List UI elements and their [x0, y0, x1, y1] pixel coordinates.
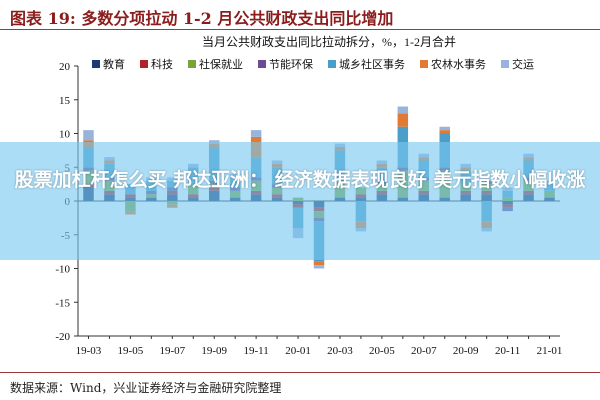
- legend-label-0: 教育: [103, 57, 125, 71]
- bar-19-03-series-6: [83, 130, 94, 141]
- legend-label-4: 城乡社区事务: [339, 57, 405, 71]
- bar-20-07-series-6: [397, 106, 409, 114]
- bar-19-09-series-6: [208, 140, 220, 144]
- x-tick-label-11: 21-01: [537, 345, 563, 357]
- legend-swatch-2: [188, 60, 196, 68]
- chart-title: 当月公共财政支出同比拉动拆分，%，1-2月合并: [202, 34, 456, 49]
- x-tick-label-4: 19-11: [243, 345, 268, 357]
- bar-20-09-series-6: [439, 126, 450, 131]
- bar-19-11-series-6: [250, 130, 262, 137]
- headline-banner: 股票加杠杆怎么买 邦达亚洲： 经济数据表现良好 美元指数小幅收涨: [0, 142, 600, 260]
- bar-20-09-series-5: [439, 130, 450, 134]
- x-tick-label-7: 20-05: [369, 345, 395, 357]
- x-tick-label-1: 19-05: [118, 345, 144, 357]
- y-tick-label-0: 20: [59, 61, 71, 73]
- figure-title: 图表 19: 多数分项拉动 1-2 月公共财政支出同比增加: [10, 9, 394, 28]
- x-tick-label-2: 19-07: [159, 345, 185, 357]
- bar-20-03-series-5: [313, 261, 325, 266]
- legend-label-6: 交运: [512, 57, 534, 71]
- bar-20-07-series-5: [397, 113, 409, 127]
- data-source-note: 数据来源：Wind，兴业证券经济与金融研究院整理: [10, 381, 282, 395]
- legend-label-2: 社保就业: [199, 57, 243, 71]
- bar-20-03-series-6: [313, 265, 325, 269]
- x-tick-label-9: 20-09: [453, 345, 479, 357]
- legend-swatch-5: [420, 60, 428, 68]
- legend-label-1: 科技: [151, 57, 173, 71]
- legend-label-3: 节能环保: [269, 57, 313, 71]
- legend-label-5: 农林水事务: [431, 57, 486, 71]
- figure-footer: 数据来源：Wind，兴业证券经济与金融研究院整理: [0, 372, 600, 400]
- y-tick-label-6: -10: [55, 264, 70, 276]
- x-tick-label-8: 20-07: [411, 345, 437, 357]
- y-tick-label-2: 10: [59, 129, 71, 141]
- legend-swatch-3: [258, 60, 266, 68]
- figure-header: 图表 19: 多数分项拉动 1-2 月公共财政支出同比增加: [0, 0, 600, 30]
- x-tick-label-5: 20-01: [285, 345, 311, 357]
- x-tick-label-6: 20-03: [327, 345, 353, 357]
- legend-swatch-1: [140, 60, 148, 68]
- legend-swatch-0: [92, 60, 100, 68]
- y-tick-label-1: 15: [59, 95, 71, 107]
- legend-swatch-6: [501, 60, 509, 68]
- x-tick-label-0: 19-03: [76, 345, 102, 357]
- y-tick-label-7: -15: [55, 297, 70, 309]
- x-tick-label-3: 19-09: [201, 345, 227, 357]
- y-tick-label-8: -20: [55, 331, 70, 343]
- x-tick-label-10: 20-11: [495, 345, 520, 357]
- legend-swatch-4: [328, 60, 336, 68]
- headline-text: 股票加杠杆怎么买 邦达亚洲： 经济数据表现良好 美元指数小幅收涨: [14, 169, 586, 191]
